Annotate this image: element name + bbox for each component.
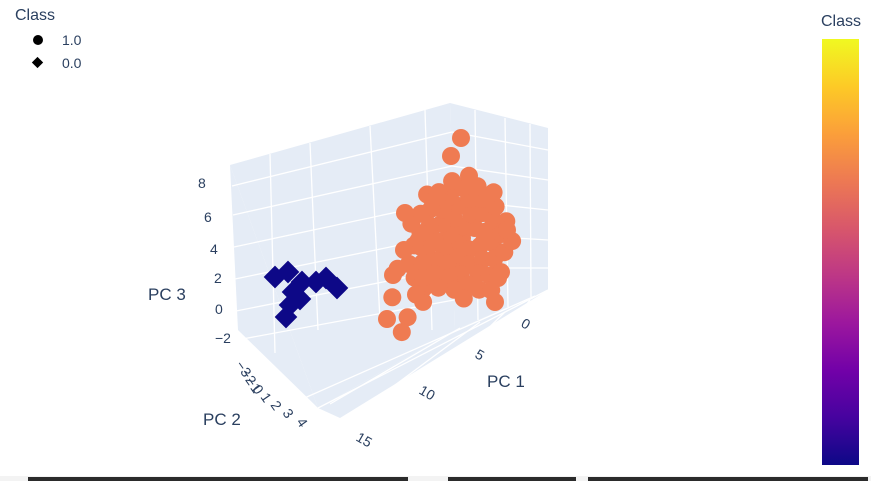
z-tick-label: −2 (215, 330, 231, 346)
x-tick-label: 5 (473, 346, 488, 364)
scrollbar-track[interactable] (0, 476, 871, 481)
legend-diamond-marker[interactable] (31, 56, 44, 69)
colorbar: Class (821, 13, 861, 465)
legend[interactable]: Class 1.0 0.0 (15, 7, 82, 71)
x-tick-label: 0 (519, 315, 534, 333)
marker-circle-class-1[interactable] (428, 188, 446, 206)
marker-circle-class-1[interactable] (498, 221, 516, 239)
marker-circle-class-1[interactable] (395, 241, 413, 259)
gridline-floor-a-2 (399, 311, 506, 415)
legend-label-0[interactable]: 0.0 (62, 55, 82, 71)
marker-circle-class-1[interactable] (392, 323, 411, 342)
z-tick-label: 6 (204, 209, 212, 225)
marker-circle-class-1[interactable] (484, 183, 503, 202)
scrollbar-segment-mid[interactable] (448, 477, 576, 481)
gridline-back-h-1 (232, 165, 453, 216)
gridline-back-v-1 (309, 142, 319, 331)
marker-circle-class-1[interactable] (452, 129, 470, 147)
marker-circle-class-1[interactable] (413, 253, 432, 272)
gridline-back-v-2 (369, 125, 381, 321)
z-tick-label: 8 (198, 175, 206, 191)
y-tick-label: 2 (268, 398, 286, 414)
marker-circle-class-1[interactable] (396, 204, 414, 222)
gridline-back-v-0 (269, 153, 276, 354)
data-markers[interactable] (263, 129, 522, 342)
marker-circle-class-1[interactable] (398, 308, 417, 327)
marker-circle-class-1[interactable] (484, 211, 503, 230)
legend-label-1[interactable]: 1.0 (62, 32, 82, 48)
gridline-floor-b-1 (317, 289, 549, 409)
marker-diamond-class-0[interactable] (276, 260, 300, 284)
marker-circle-class-1[interactable] (486, 197, 505, 216)
marker-circle-class-1[interactable] (414, 268, 432, 287)
marker-circle-class-1[interactable] (486, 293, 504, 311)
marker-circle-class-1[interactable] (442, 147, 460, 165)
gridline-floor-a-3 (439, 299, 531, 417)
gridline-floor-a-1 (359, 321, 481, 412)
x-tick-label: 15 (354, 429, 376, 451)
marker-circle-class-1[interactable] (383, 288, 402, 307)
gridline-back-h-0 (231, 131, 453, 187)
z-axis-title: PC 3 (148, 285, 186, 304)
marker-diamond-class-0[interactable] (274, 305, 298, 329)
marker-circle-class-1[interactable] (460, 166, 478, 185)
y-tick-label: 4 (294, 415, 312, 431)
marker-circle-class-1[interactable] (429, 278, 448, 297)
gridline-floor-b-0 (299, 295, 536, 401)
marker-circle-class-1[interactable] (378, 310, 396, 328)
x-axis-title: PC 1 (487, 372, 525, 391)
marker-circle-class-1[interactable] (407, 285, 425, 304)
scrollbar-segment-right[interactable] (588, 477, 868, 481)
marker-diamond-class-0[interactable] (325, 276, 349, 300)
y-axis-title: PC 2 (203, 410, 241, 429)
y-tick-label: −1 (243, 374, 265, 396)
z-tick-label: 0 (215, 301, 223, 317)
y-tick-label: −3 (233, 358, 255, 380)
legend-circle-marker[interactable] (33, 35, 43, 45)
y-tick-label: −2 (238, 366, 260, 388)
marker-circle-class-1[interactable] (384, 266, 402, 284)
marker-circle-class-1[interactable] (443, 172, 462, 191)
marker-diamond-class-0[interactable] (288, 287, 312, 311)
marker-circle-class-1[interactable] (454, 289, 473, 308)
colorbar-title: Class (821, 13, 861, 30)
z-tick-label: 4 (210, 241, 218, 257)
z-tick-label: 2 (214, 270, 222, 286)
scrollbar-segment-left[interactable] (28, 477, 408, 481)
legend-title: Class (15, 7, 55, 24)
marker-circle-class-1[interactable] (489, 269, 507, 287)
x-tick-label: 10 (417, 382, 439, 404)
y-tick-label: 3 (280, 406, 298, 422)
colorbar-gradient (822, 39, 859, 465)
floor-pane (318, 290, 548, 418)
